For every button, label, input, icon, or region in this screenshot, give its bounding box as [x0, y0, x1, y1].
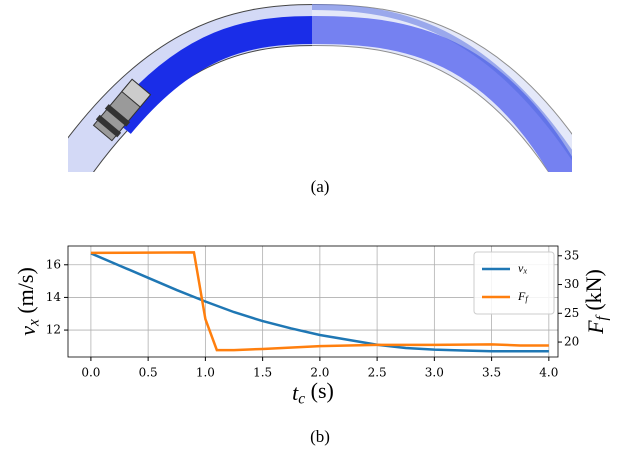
x-tick-label: 0.0	[81, 366, 100, 380]
x-tick-label: 2.0	[310, 366, 329, 380]
x-tick-label: 1.0	[196, 366, 215, 380]
y2-tick-label: 25	[564, 306, 579, 320]
y-tick-label: 14	[46, 290, 62, 304]
plot: 0.0 0.5 1.0 1.5 2.0 2.5 3.0 3.5 4.0 12 14 16 20 25 30 3…	[13, 245, 610, 407]
legend-label: vx	[518, 261, 527, 276]
y-tick-label: 16	[46, 257, 61, 271]
caption: (a)	[311, 177, 330, 196]
y-tick-label: 12	[46, 323, 61, 337]
x-tick-label: 0.5	[139, 366, 158, 380]
y2-tick-label: 20	[564, 335, 579, 349]
y2-axis-label: Ff (kN)	[581, 269, 610, 335]
y-axis-label: vx (m/s)	[13, 267, 42, 336]
x-tick-label: 3.0	[425, 366, 444, 380]
caption: (b)	[310, 427, 330, 446]
data-line	[90, 252, 549, 353]
legend-box	[473, 251, 555, 315]
data-line	[90, 251, 549, 352]
x-axis-label: tc (s)	[292, 378, 334, 407]
y2-tick-label: 30	[564, 277, 579, 291]
x-tick-label: 2.5	[368, 366, 387, 380]
y2-tick-label: 35	[564, 248, 579, 262]
axes-frame	[67, 245, 559, 358]
road-illustration	[68, 0, 572, 172]
x-tick-label: 4.0	[539, 366, 558, 380]
x-tick-label: 3.5	[482, 366, 501, 380]
x-tick-label: 1.5	[253, 366, 272, 380]
legend-label: Ff	[517, 289, 529, 304]
